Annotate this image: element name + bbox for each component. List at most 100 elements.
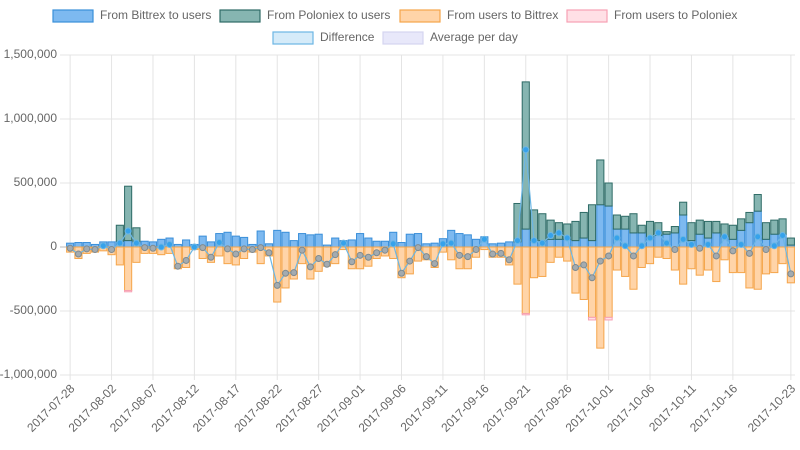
- line-point: [66, 244, 74, 252]
- bar: [662, 246, 671, 260]
- line-point: [91, 246, 99, 254]
- bar: [629, 246, 638, 290]
- line-point: [248, 246, 256, 254]
- line-point: [447, 239, 455, 247]
- bar: [654, 246, 663, 258]
- bar: [215, 246, 224, 257]
- bar: [529, 246, 539, 279]
- line-point: [621, 242, 629, 250]
- legend-label: Average per day: [430, 30, 518, 44]
- y-tick-label: 0: [50, 239, 57, 253]
- bar: [703, 220, 713, 239]
- bar: [778, 246, 787, 265]
- y-tick-label: -500,000: [10, 303, 58, 317]
- legend-label: From Bittrex to users: [100, 8, 211, 22]
- bar: [571, 240, 580, 248]
- bar: [364, 237, 373, 248]
- bar: [289, 240, 298, 248]
- bar: [347, 246, 356, 270]
- bar: [770, 219, 779, 235]
- bar: [521, 246, 530, 315]
- line-point: [605, 252, 613, 260]
- x-tick-label: 2017-10-23: [745, 381, 799, 435]
- bar: [687, 246, 696, 270]
- line-point: [149, 244, 157, 252]
- line-point: [505, 256, 513, 264]
- line-point: [157, 243, 165, 251]
- line-point: [224, 245, 232, 253]
- bar: [405, 233, 414, 248]
- bar: [612, 214, 621, 230]
- bar: [621, 215, 630, 230]
- line-point: [83, 245, 91, 253]
- bar: [786, 237, 795, 246]
- bar: [679, 201, 688, 216]
- bar: [496, 242, 505, 248]
- bar: [372, 240, 381, 248]
- line-point: [406, 257, 414, 265]
- line-point: [638, 242, 646, 250]
- bar: [670, 226, 679, 234]
- line-point: [414, 244, 422, 252]
- line-point: [265, 249, 273, 257]
- line-point: [687, 240, 695, 248]
- line-point: [182, 256, 190, 264]
- bar: [430, 246, 439, 268]
- line-point: [331, 251, 339, 259]
- bar: [645, 220, 655, 238]
- bar: [356, 233, 365, 248]
- bar: [546, 219, 555, 240]
- bar: [778, 218, 787, 235]
- bar: [679, 246, 688, 285]
- line-point: [422, 253, 430, 261]
- bar: [587, 246, 597, 318]
- bar: [563, 246, 572, 262]
- bar: [737, 246, 746, 274]
- bar: [720, 246, 729, 261]
- line-point: [174, 262, 182, 270]
- bar: [505, 246, 514, 266]
- line-point: [240, 245, 248, 253]
- bar: [770, 246, 779, 274]
- line-point: [671, 246, 679, 254]
- line-point: [166, 240, 174, 248]
- bar: [703, 246, 713, 271]
- legend-swatch: [52, 9, 94, 23]
- bar: [637, 246, 646, 268]
- bar: [596, 246, 605, 349]
- bar: [231, 235, 240, 248]
- line-point: [721, 233, 729, 241]
- bar: [281, 246, 290, 289]
- bar: [786, 246, 795, 284]
- bar: [521, 313, 530, 316]
- bar: [447, 246, 456, 261]
- line-point: [571, 263, 579, 271]
- bar: [745, 246, 754, 289]
- line-point: [141, 244, 149, 252]
- line-point: [190, 243, 198, 251]
- line-point: [282, 269, 290, 277]
- line-point: [762, 246, 770, 254]
- bar: [695, 219, 704, 235]
- line-point: [613, 234, 621, 242]
- bar: [596, 204, 605, 248]
- bar: [124, 240, 133, 248]
- line-point: [74, 250, 82, 258]
- line-point: [480, 235, 488, 243]
- y-tick-label: -1,000,000: [0, 367, 57, 381]
- line-point: [431, 260, 439, 268]
- line-point: [389, 240, 397, 248]
- bar: [380, 240, 389, 248]
- bar: [604, 182, 613, 207]
- line-point: [132, 239, 140, 247]
- line-point: [472, 246, 480, 254]
- bar: [306, 234, 315, 248]
- line-point: [306, 263, 314, 271]
- bar: [587, 240, 597, 248]
- legend-swatch: [382, 31, 424, 45]
- line-point: [257, 244, 265, 252]
- bar: [397, 242, 406, 248]
- line-point: [779, 231, 787, 239]
- line-point: [232, 250, 240, 258]
